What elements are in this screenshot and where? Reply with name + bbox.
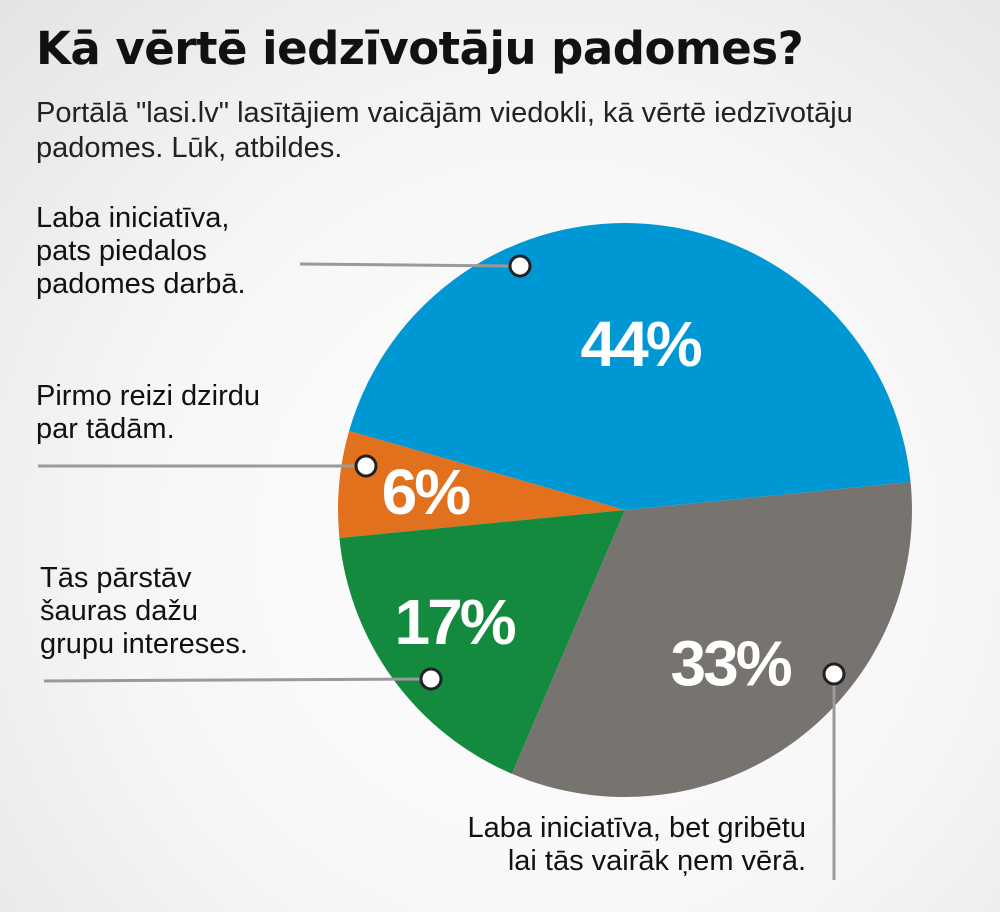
slice-label-line: lai tās vairāk ņem vērā.: [507, 845, 806, 877]
slice-percent-participate: 6%: [382, 456, 471, 528]
pie-slice-first-time: [339, 510, 625, 774]
slice-percent-want-considered: 44%: [581, 308, 702, 380]
pie-slice-participate: [338, 430, 625, 538]
slice-label-line: Tās pārstāv: [40, 562, 192, 594]
slice-label-line: Pirmo reizi dzirdu: [36, 380, 260, 412]
slice-percent-narrow-interests: 33%: [671, 628, 792, 700]
leader-dot-first-time: [354, 454, 378, 478]
leader-dot-participate: [508, 254, 532, 278]
chart-subtitle: Portālā "lasi.lv" lasītājiem vaicājām vi…: [36, 97, 853, 164]
slice-label-line: Laba iniciatīva, bet gribētu: [467, 812, 806, 844]
slice-percent-first-time: 17%: [395, 586, 516, 658]
slice-label-participate: Laba iniciatīva, pats piedalos padomes d…: [36, 202, 246, 301]
leader-line-narrow-interests: [43, 677, 424, 683]
chart-title: Kā vērtē iedzīvotāju padomes?: [36, 22, 804, 75]
slice-label-line: grupu intereses.: [40, 628, 248, 660]
slice-label-line: padomes darbā.: [36, 268, 246, 300]
leader-dot-narrow-interests: [419, 667, 443, 691]
leader-line-participate: [299, 262, 513, 268]
slice-label-line: par tādām.: [36, 413, 175, 445]
slice-label-line: Laba iniciatīva,: [36, 202, 230, 234]
leader-dot-want-considered: [822, 662, 846, 686]
slice-label-line: šauras dažu: [40, 595, 198, 627]
slice-label-line: pats piedalos: [36, 235, 207, 267]
pie-slice-narrow-interests: [511, 482, 912, 798]
slice-label-narrow-interests: Tās pārstāv šauras dažu grupu intereses.: [40, 562, 248, 661]
slice-label-first-time: Pirmo reizi dzirdu par tādām.: [36, 380, 260, 446]
pie-slice-want-considered: [349, 223, 911, 510]
slice-label-want-considered: Laba iniciatīva, bet gribētu lai tās vai…: [467, 812, 806, 878]
